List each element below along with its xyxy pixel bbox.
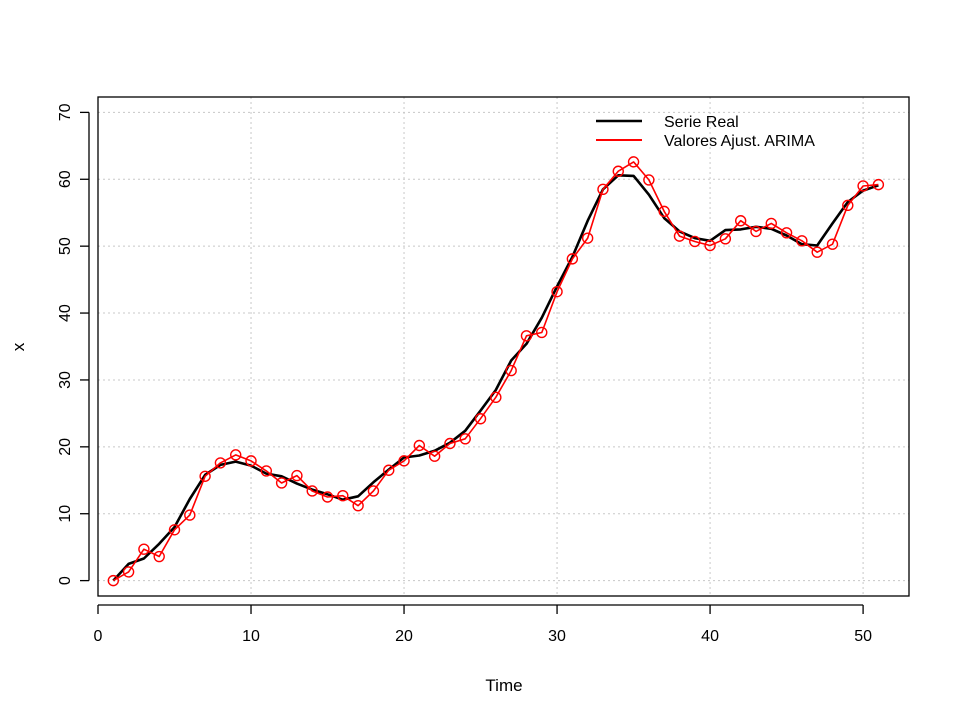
series-point-1: [168, 524, 181, 536]
x-tick-label: 50: [854, 628, 872, 645]
x-tick-label: 20: [395, 628, 413, 645]
y-axis-title: x: [9, 342, 28, 351]
series-point-1: [551, 285, 563, 298]
series-point-1: [566, 253, 579, 265]
series-point-1: [857, 180, 869, 192]
series-point-1: [689, 235, 701, 248]
x-tick-label: 30: [548, 628, 566, 645]
series-point-1: [153, 550, 165, 563]
series-point-1: [536, 326, 548, 339]
legend: Serie Real Valores Ajust. ARIMA: [596, 114, 815, 150]
series-point-1: [780, 227, 793, 239]
series-point-1: [122, 566, 135, 578]
series-point-1: [184, 509, 196, 521]
series-point-1: [520, 330, 533, 342]
series-point-1: [138, 543, 150, 555]
series-point-1: [612, 165, 624, 177]
series-line-1: [112, 161, 879, 582]
series-point-1: [581, 232, 594, 244]
series-point-1: [796, 235, 808, 247]
series-point-1: [275, 477, 288, 489]
x-tick-label: 40: [701, 628, 719, 645]
series-point-1: [199, 470, 211, 482]
series-point-1: [505, 364, 517, 377]
legend-label-arima: Valores Ajust. ARIMA: [664, 133, 815, 150]
x-tick-label: 10: [242, 628, 260, 645]
series-point-1: [842, 199, 854, 212]
series-point-1: [811, 246, 823, 258]
series-point-1: [658, 205, 670, 218]
x-tick-label: 0: [94, 628, 103, 645]
legend-label-serie-real: Serie Real: [664, 114, 739, 131]
series-point-1: [872, 178, 885, 191]
series-point-1: [245, 455, 257, 467]
y-tick-label: 70: [57, 103, 74, 121]
y-tick-label: 50: [57, 237, 74, 255]
y-tick-label: 40: [57, 304, 74, 322]
series-line-0: [112, 174, 879, 582]
y-tick-label: 20: [57, 438, 74, 456]
series-point-1: [214, 457, 227, 469]
series-point-1: [750, 225, 762, 238]
grid: [97, 97, 909, 596]
series-point-1: [826, 238, 839, 250]
y-tick-label: 10: [57, 505, 74, 523]
y-tick-label: 60: [57, 170, 74, 188]
series-point-1: [337, 489, 349, 502]
series-point-1: [627, 156, 640, 168]
series-point-1: [734, 215, 747, 227]
series-point-1: [490, 391, 502, 404]
series-point-1: [383, 464, 395, 476]
series-point-1: [704, 239, 716, 252]
series-point-1: [107, 574, 120, 587]
series-point-1: [643, 174, 655, 186]
y-tick-label: 0: [57, 576, 74, 585]
series-point-1: [428, 450, 441, 462]
axes: 0 10 20 30 40 50 0 10 20 30 40 50 60 70: [57, 103, 872, 645]
series-point-1: [413, 439, 426, 452]
x-axis-title: Time: [485, 676, 522, 695]
plot-frame: [97, 96, 910, 597]
series-point-1: [398, 455, 410, 467]
series-point-1: [459, 433, 471, 445]
series-point-1: [719, 233, 732, 245]
series-point-1: [597, 183, 609, 196]
series-point-1: [765, 217, 777, 230]
series-point-1: [474, 413, 487, 425]
series-layer: [107, 156, 885, 587]
series-point-1: [352, 499, 364, 512]
series-point-1: [673, 230, 686, 242]
y-tick-label: 30: [57, 371, 74, 389]
series-point-1: [260, 465, 273, 477]
series-point-1: [291, 469, 303, 482]
series-point-1: [230, 449, 242, 461]
series-point-1: [306, 485, 318, 497]
series-point-1: [367, 485, 380, 497]
series-point-1: [321, 491, 334, 503]
series-point-1: [444, 437, 456, 450]
